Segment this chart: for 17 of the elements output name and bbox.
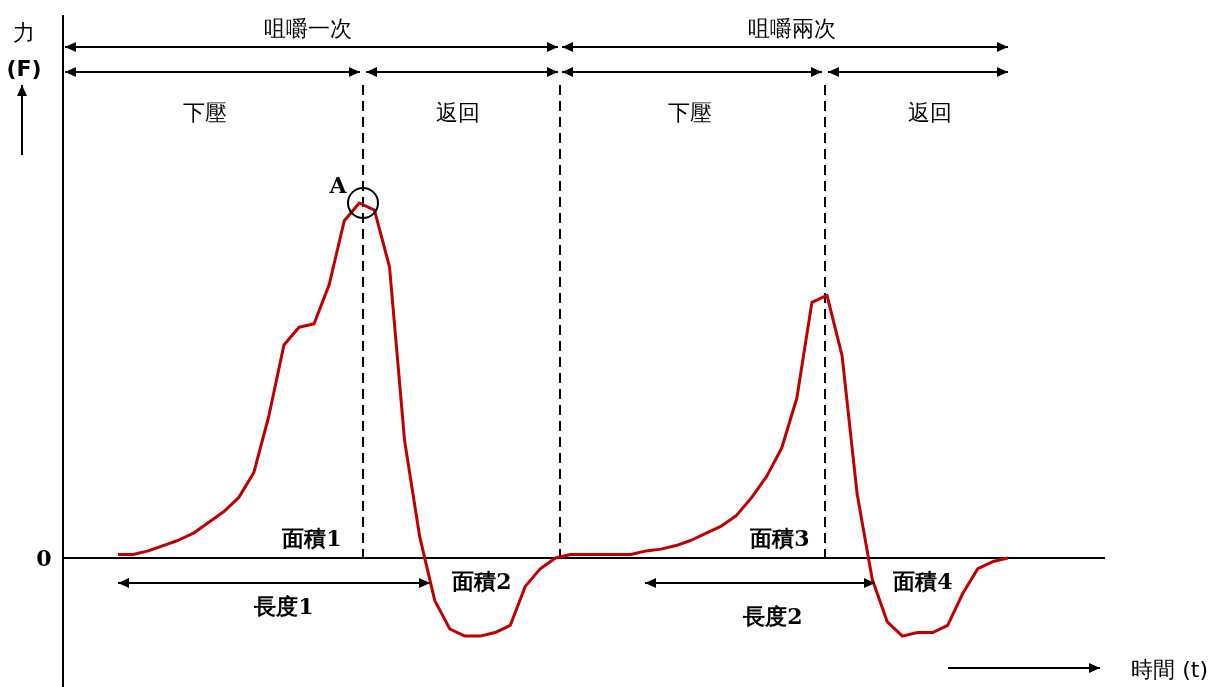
annotation: 面積3: [749, 525, 810, 551]
annotation: 長度1: [253, 593, 314, 619]
annotation: 面積2: [451, 568, 512, 594]
annotation: 面積1: [281, 525, 342, 551]
text: 返回: [436, 100, 480, 125]
text: 0: [36, 545, 52, 571]
text: 咀嚼兩次: [748, 16, 836, 41]
annotation: 面積4: [892, 568, 953, 594]
annotation: 長度2: [742, 603, 803, 629]
text: 下壓: [668, 100, 712, 125]
text: 力: [13, 20, 35, 45]
text: 咀嚼一次: [264, 16, 352, 41]
text: 下壓: [183, 100, 227, 125]
text: (F): [6, 56, 42, 81]
text: 時間 (t): [1131, 657, 1208, 682]
text: A: [328, 172, 348, 198]
text: 返回: [908, 100, 952, 125]
